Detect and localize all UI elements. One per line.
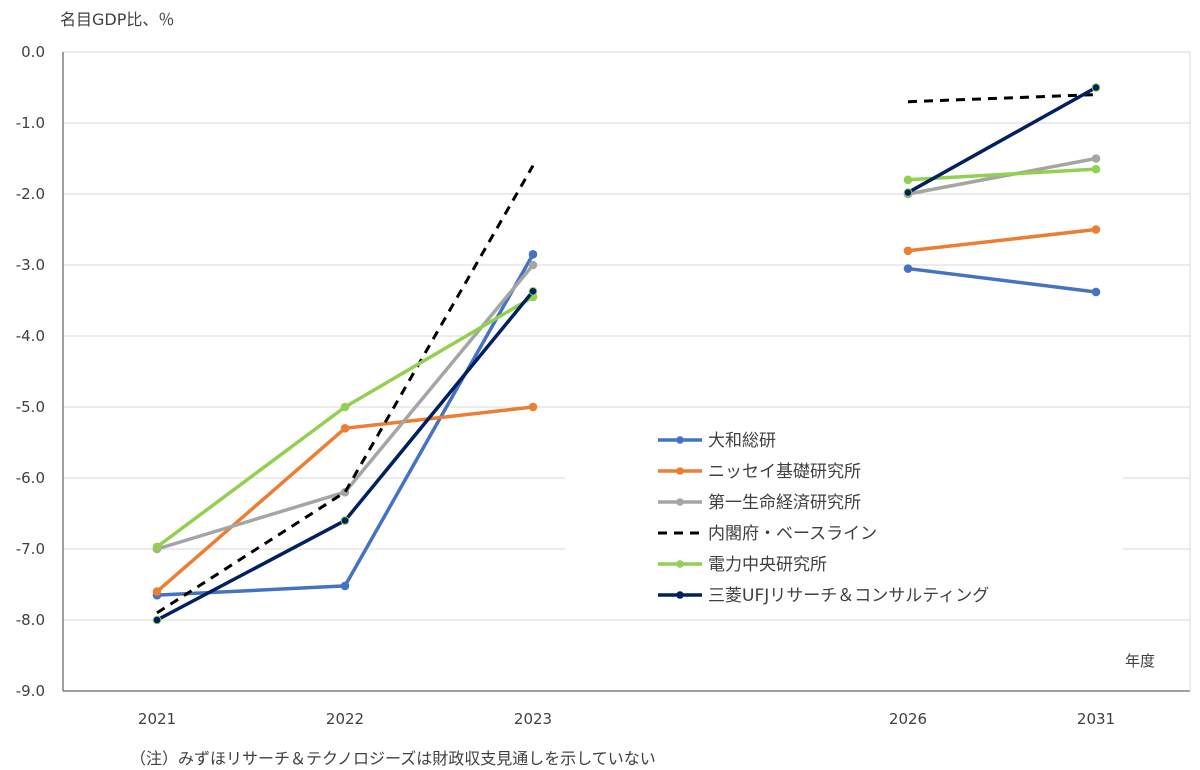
series-line: [907, 227, 1097, 253]
legend-label: 第一生命経済研究所: [708, 493, 861, 513]
legend-marker: [676, 498, 684, 506]
y-tick-label: -9.0: [16, 682, 45, 700]
legend-entry: 三菱UFJリサーチ＆コンサルティング: [658, 586, 989, 606]
series-line: [155, 405, 534, 593]
series-line: [907, 266, 1097, 294]
data-point: [1091, 154, 1101, 163]
legend-label: 大和総研: [708, 431, 776, 451]
legend-entry: ニッセイ基礎研究所: [658, 462, 861, 482]
y-tick-label: -8.0: [16, 611, 45, 629]
x-axis-label: 年度: [1125, 652, 1155, 670]
legend-marker: [676, 560, 684, 568]
legend-background: [565, 418, 1123, 618]
x-tick-labels: 2021 2022 2023 2026 2031: [138, 710, 1115, 728]
x-tick-label: 2031: [1077, 710, 1115, 728]
legend-label: 三菱UFJリサーチ＆コンサルティング: [708, 586, 989, 606]
y-axis-label: 名目GDP比、％: [60, 10, 174, 29]
y-tick-label: -5.0: [16, 398, 45, 416]
series-電力中央研究所: [152, 164, 1101, 552]
data-point: [903, 175, 913, 185]
data-point: [340, 424, 350, 433]
series-line: [907, 93, 1097, 104]
legend-marker: [676, 436, 684, 444]
legend: 大和総研ニッセイ基礎研究所第一生命経済研究所内閣府・ベースライン電力中央研究所三…: [565, 418, 1123, 618]
series-ニッセイ基礎研究所: [152, 225, 1101, 596]
data-point: [903, 246, 913, 256]
data-point: [340, 402, 350, 412]
x-tick-label: 2023: [514, 710, 552, 728]
series-line: [907, 167, 1097, 182]
legend-marker: [676, 467, 684, 475]
data-point: [152, 542, 162, 552]
data-point: [528, 260, 538, 270]
data-point: [152, 587, 162, 596]
series-line: [156, 290, 535, 622]
data-point: [1091, 164, 1101, 174]
y-tick-label: 0.0: [21, 43, 45, 61]
data-point: [903, 264, 913, 273]
legend-label: 内閣府・ベースライン: [708, 524, 877, 544]
series-大和総研: [152, 250, 1101, 600]
footnote: （注）みずほリサーチ＆テクノロジーズは財政収支見通しを示していない: [130, 749, 656, 768]
legend-entry: 内閣府・ベースライン: [658, 524, 877, 544]
series-三菱UFJリサーチ＆コンサルティング: [152, 83, 1101, 625]
data-point: [528, 286, 538, 296]
legend-label: ニッセイ基礎研究所: [708, 462, 861, 482]
y-tick-label: -4.0: [16, 327, 45, 345]
data-point: [152, 615, 162, 625]
data-point: [340, 516, 350, 525]
line-chart: 名目GDP比、％ 0.0 -1.0 -2.0 -3.0 -4.0 -5.0 -6.0 -7.0…: [16, 10, 1191, 728]
data-point: [340, 581, 350, 591]
x-tick-label: 2022: [326, 710, 364, 728]
y-tick-label: -2.0: [16, 185, 45, 203]
data-point: [528, 402, 538, 412]
y-tick-label: -6.0: [16, 469, 45, 487]
y-tick-labels: 0.0 -1.0 -2.0 -3.0 -4.0 -5.0 -6.0 -7.0 -8.0 -9.0: [16, 43, 45, 700]
legend-entry: 第一生命経済研究所: [658, 493, 861, 513]
x-tick-label: 2026: [889, 710, 927, 728]
y-tick-label: -1.0: [16, 114, 45, 132]
series-lines: [152, 83, 1101, 625]
x-tick-label: 2021: [138, 710, 176, 728]
series-line: [156, 164, 535, 615]
data-point: [528, 250, 538, 259]
series-line: [907, 156, 1097, 196]
data-point: [903, 188, 913, 197]
y-tick-label: -7.0: [16, 540, 45, 558]
data-point: [1091, 287, 1101, 297]
data-point: [1091, 225, 1101, 234]
y-tick-label: -3.0: [16, 256, 45, 274]
legend-entry: 電力中央研究所: [658, 555, 827, 575]
legend-label: 電力中央研究所: [708, 555, 827, 575]
legend-marker: [676, 591, 684, 599]
series-line: [907, 85, 1097, 195]
data-point: [1091, 83, 1101, 92]
legend-entry: 大和総研: [658, 431, 776, 451]
